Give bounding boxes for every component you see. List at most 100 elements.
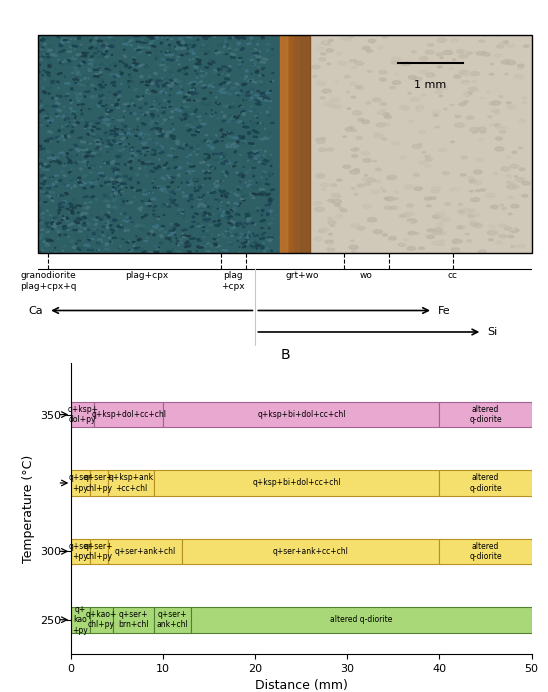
Bar [270, 189, 275, 191]
Bar [125, 136, 129, 137]
Bar [161, 205, 162, 206]
Bar [268, 239, 272, 242]
Circle shape [408, 231, 415, 235]
Bar [261, 192, 266, 194]
Circle shape [486, 193, 495, 197]
Bar [259, 81, 262, 83]
Bar [119, 176, 123, 177]
Bar [62, 206, 64, 208]
Bar [92, 41, 96, 43]
Bar [81, 104, 84, 105]
Bar [207, 140, 213, 143]
Bar [107, 35, 113, 38]
Bar [98, 136, 100, 137]
Bar [34, 134, 38, 136]
Bar [215, 51, 220, 53]
Bar [161, 122, 164, 125]
Bar [240, 155, 241, 156]
Circle shape [330, 231, 339, 235]
Circle shape [460, 71, 468, 74]
Circle shape [440, 57, 443, 58]
Bar [60, 135, 65, 138]
Bar [68, 118, 70, 119]
Circle shape [399, 156, 406, 158]
Bar [186, 181, 189, 183]
Circle shape [455, 185, 465, 190]
Circle shape [501, 167, 510, 171]
Bar [103, 165, 105, 166]
Bar [185, 144, 188, 146]
Circle shape [422, 152, 426, 153]
Bar [38, 187, 42, 188]
Bar [76, 58, 81, 59]
Bar [141, 142, 147, 144]
Circle shape [366, 102, 371, 104]
Bar [218, 220, 221, 221]
Bar [39, 166, 41, 167]
Bar [88, 69, 92, 71]
Bar [82, 149, 88, 150]
Circle shape [380, 78, 386, 81]
Bar [238, 173, 243, 176]
Bar [89, 182, 93, 184]
Bar [77, 65, 81, 67]
Bar [204, 234, 209, 236]
Circle shape [382, 138, 387, 140]
Bar [231, 118, 236, 120]
Bar [36, 210, 39, 212]
Bar [110, 98, 111, 99]
Circle shape [367, 50, 373, 53]
Bar [90, 156, 94, 157]
Bar [89, 40, 94, 42]
Bar [256, 182, 258, 183]
Bar [122, 63, 125, 64]
Bar [100, 74, 102, 75]
Circle shape [480, 131, 484, 133]
Circle shape [409, 44, 416, 47]
Bar [168, 178, 171, 179]
Bar [143, 46, 149, 48]
Bar [174, 204, 179, 206]
Bar [235, 37, 241, 39]
Circle shape [416, 105, 424, 109]
Bar [214, 191, 216, 193]
Bar [98, 138, 101, 141]
Bar [144, 93, 146, 94]
Bar [89, 63, 93, 64]
Bar [177, 175, 180, 176]
Circle shape [329, 39, 333, 42]
Circle shape [426, 158, 432, 161]
Bar [73, 77, 78, 80]
Circle shape [379, 64, 387, 68]
Bar [207, 156, 210, 158]
Bar [93, 88, 98, 90]
Circle shape [344, 100, 348, 102]
Bar [120, 194, 122, 196]
Circle shape [491, 101, 500, 105]
Text: plag
+cpx: plag +cpx [221, 271, 245, 291]
Bar [68, 223, 75, 226]
Bar [250, 88, 254, 90]
Bar [121, 129, 124, 131]
Bar [129, 149, 133, 150]
Circle shape [469, 87, 478, 91]
Bar [173, 73, 174, 74]
Bar [81, 182, 87, 184]
Bar [56, 230, 62, 232]
Circle shape [319, 138, 326, 140]
Bar [257, 98, 262, 99]
Bar [130, 149, 133, 150]
Bar [127, 41, 131, 42]
Bar [48, 93, 50, 94]
Circle shape [436, 41, 440, 43]
Text: B: B [280, 348, 290, 362]
Circle shape [453, 239, 461, 243]
Bar [206, 140, 210, 142]
Bar [145, 66, 147, 67]
Circle shape [455, 123, 465, 127]
Bar [54, 185, 58, 187]
Bar [269, 202, 273, 203]
Bar [265, 193, 271, 196]
Bar [202, 85, 204, 86]
Bar [185, 93, 191, 95]
